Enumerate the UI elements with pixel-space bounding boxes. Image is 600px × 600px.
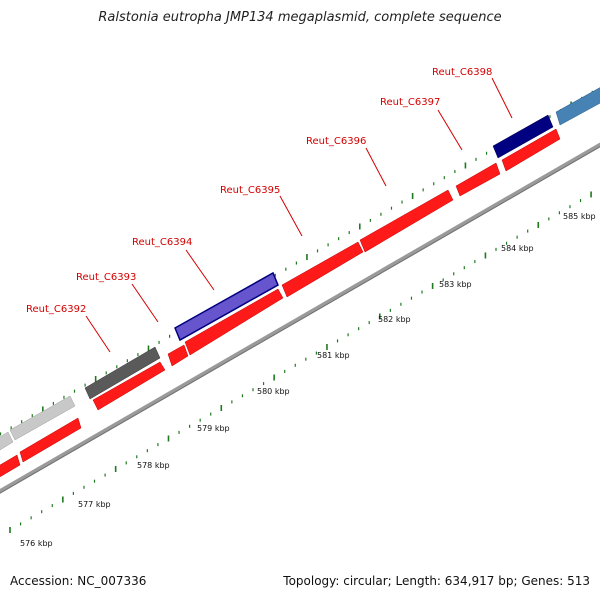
hit-box-mid-blue[interactable] bbox=[174, 271, 279, 342]
gene-arrow[interactable] bbox=[184, 288, 284, 356]
gene-arrow[interactable] bbox=[359, 189, 454, 253]
hit-box-dark-gray[interactable] bbox=[84, 346, 161, 400]
hit-box-light-gray[interactable] bbox=[0, 431, 14, 451]
gene-label[interactable]: Reut_C6398 bbox=[432, 67, 492, 78]
gene-label[interactable]: Reut_C6393 bbox=[76, 272, 136, 283]
gene-labels: Reut_C6392 Reut_C6393 Reut_C6394 Reut_C6… bbox=[26, 67, 492, 315]
kbp-label: 583 kbp bbox=[439, 280, 472, 289]
accession-text: Accession: NC_007336 bbox=[10, 574, 147, 588]
kbp-label: 578 kbp bbox=[137, 461, 170, 470]
gene-label[interactable]: Reut_C6395 bbox=[220, 185, 280, 196]
leader-line bbox=[279, 195, 303, 237]
hit-box-dark-blue[interactable] bbox=[492, 114, 554, 159]
leader-line bbox=[185, 249, 215, 291]
gene-arrow[interactable] bbox=[501, 128, 561, 172]
inner-tick-row bbox=[9, 191, 592, 533]
forward-gene-row bbox=[0, 128, 561, 478]
gene-label[interactable]: Reut_C6397 bbox=[380, 97, 440, 108]
hit-box-light-gray[interactable] bbox=[9, 395, 76, 441]
backbone-line bbox=[0, 142, 600, 494]
gene-label[interactable]: Reut_C6396 bbox=[306, 136, 366, 147]
kbp-label: 584 kbp bbox=[501, 244, 534, 253]
gene-leader-lines bbox=[85, 77, 513, 353]
kbp-label: 577 kbp bbox=[78, 500, 111, 509]
gene-label[interactable]: Reut_C6394 bbox=[132, 237, 192, 248]
map-title: Ralstonia eutropha JMP134 megaplasmid, c… bbox=[98, 10, 502, 25]
topology-summary: Topology: circular; Length: 634,917 bp; … bbox=[283, 574, 590, 588]
gene-arrow[interactable] bbox=[19, 417, 82, 463]
gene-arrow[interactable] bbox=[167, 344, 189, 367]
kbp-label: 582 kbp bbox=[378, 315, 411, 324]
kbp-label: 581 kbp bbox=[317, 351, 350, 360]
leader-line bbox=[85, 315, 111, 353]
gene-arrow[interactable] bbox=[455, 162, 501, 197]
hit-row bbox=[0, 82, 600, 451]
gene-arrow[interactable] bbox=[281, 241, 364, 298]
gene-arrow[interactable] bbox=[0, 454, 21, 478]
hit-box-steel-blue[interactable] bbox=[555, 82, 600, 126]
gene-label[interactable]: Reut_C6392 bbox=[26, 304, 86, 315]
leader-line bbox=[491, 77, 513, 119]
kbp-labels: 576 kbp 577 kbp 578 kbp 579 kbp 580 kbp … bbox=[20, 212, 596, 548]
backbone-line-shadow bbox=[0, 146, 600, 494]
leader-line bbox=[365, 147, 387, 187]
leader-line bbox=[437, 109, 463, 151]
kbp-label: 579 kbp bbox=[197, 424, 230, 433]
leader-line bbox=[131, 283, 159, 323]
kbp-label: 580 kbp bbox=[257, 387, 290, 396]
kbp-label: 576 kbp bbox=[20, 539, 53, 548]
gene-arrow[interactable] bbox=[92, 361, 166, 411]
kbp-label: 585 kbp bbox=[563, 212, 596, 221]
